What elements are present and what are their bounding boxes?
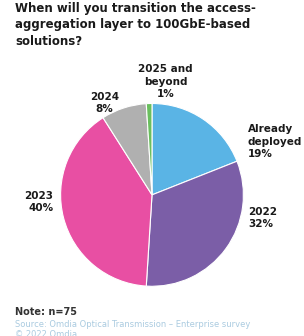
Text: 2022
32%: 2022 32%: [248, 207, 277, 229]
Text: 2024
8%: 2024 8%: [90, 92, 119, 115]
Text: Already
deployed
19%: Already deployed 19%: [248, 124, 302, 159]
Text: Note: n=75: Note: n=75: [15, 307, 77, 318]
Wedge shape: [146, 103, 152, 195]
Text: 2025 and
beyond
1%: 2025 and beyond 1%: [138, 64, 193, 99]
Text: Source: Omdia Optical Transmission – Enterprise survey: Source: Omdia Optical Transmission – Ent…: [15, 320, 250, 329]
Wedge shape: [60, 118, 152, 286]
Wedge shape: [152, 103, 237, 195]
Wedge shape: [103, 104, 152, 195]
Text: When will you transition the access-
aggregation layer to 100GbE-based
solutions: When will you transition the access- agg…: [15, 2, 256, 48]
Wedge shape: [146, 161, 244, 286]
Text: © 2022 Omdia: © 2022 Omdia: [15, 330, 77, 336]
Text: 2023
40%: 2023 40%: [24, 191, 53, 213]
